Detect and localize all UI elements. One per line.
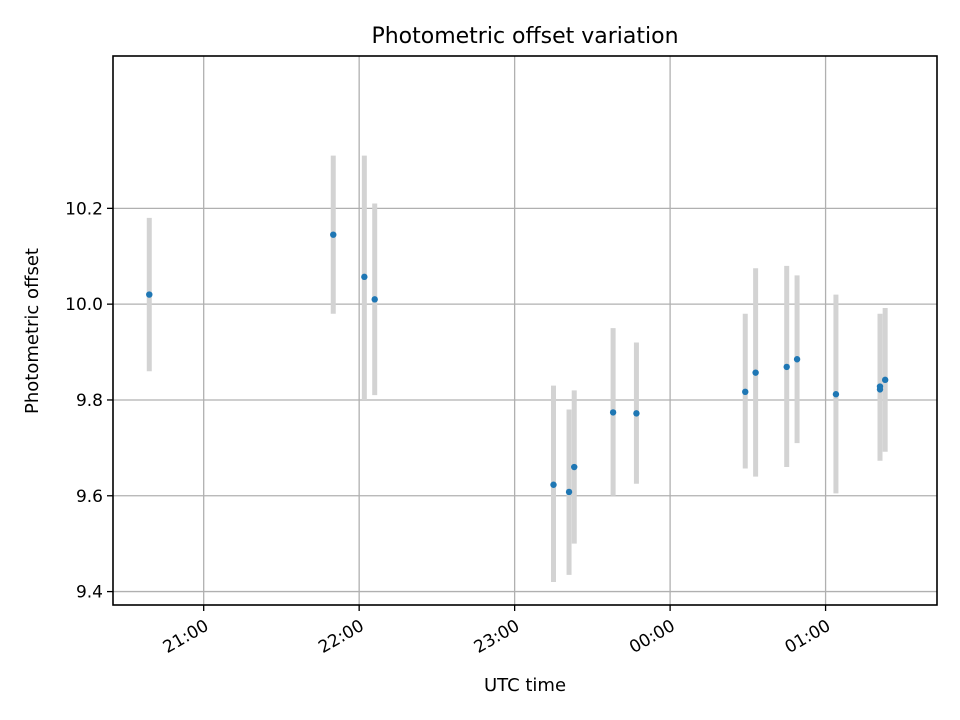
y-tick-label: 9.8 — [76, 391, 103, 411]
data-point — [361, 273, 368, 281]
data-point — [371, 296, 378, 303]
data-point — [565, 488, 573, 496]
data-point — [146, 291, 153, 298]
y-tick-label: 10.2 — [65, 199, 103, 219]
data-point — [752, 369, 759, 376]
y-axis-label: Photometric offset — [22, 248, 43, 414]
y-tick-label: 9.6 — [76, 487, 103, 507]
y-tick-label: 9.4 — [76, 583, 103, 603]
data-point — [881, 376, 889, 384]
data-point — [550, 481, 557, 488]
data-point — [832, 391, 840, 398]
data-point — [633, 410, 640, 417]
data-point — [571, 463, 578, 471]
data-point — [876, 383, 884, 390]
x-axis-label: UTC time — [484, 675, 566, 696]
data-point — [793, 356, 801, 363]
y-tick-label: 10.0 — [65, 295, 103, 315]
y-axis-ticks: 9.4 9.6 9.8 10.0 10.2 — [65, 199, 113, 603]
data-point — [742, 388, 749, 396]
data-point — [783, 363, 790, 371]
chart-title: Photometric offset variation — [371, 24, 678, 49]
data-point — [330, 231, 337, 238]
plot-frame — [112, 55, 938, 606]
data-points — [146, 231, 889, 496]
data-point — [609, 409, 617, 416]
grid — [113, 56, 937, 605]
